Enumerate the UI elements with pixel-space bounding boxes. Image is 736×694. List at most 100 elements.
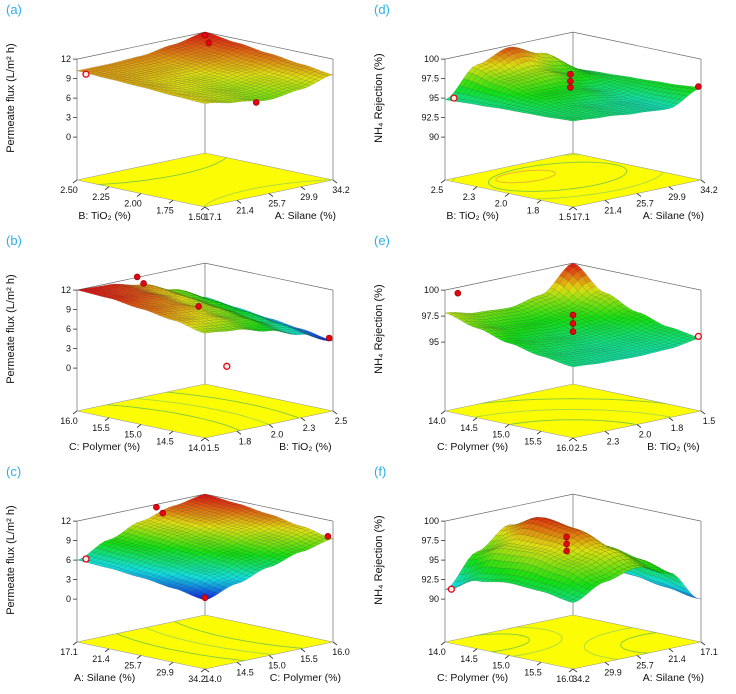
right-tick-label: 2.5 — [575, 443, 588, 453]
contour-line — [77, 153, 231, 186]
z-tick-label: 0 — [66, 132, 71, 142]
z-tick-label: 3 — [66, 113, 71, 123]
left-tick-label: 15.0 — [492, 661, 510, 671]
z-axis-title: NH₄ Rejection (%) — [373, 284, 385, 373]
left-tick-label: 2.25 — [92, 192, 110, 202]
left-tick-label: 2.5 — [431, 185, 444, 195]
z-tick-label: 97.5 — [421, 536, 439, 546]
left-tick-label: 14.0 — [188, 443, 206, 453]
right-tick-label: 2.5 — [335, 416, 348, 426]
design-point-open — [223, 362, 231, 370]
z-axis-title: Permeate flux (L/m² h) — [5, 274, 17, 383]
panel-a: (a) 0 3 6 9 12 2.50 2.25 2.00 1.75 1.50 17.1 21.4 25… — [0, 0, 368, 231]
left-tick-label: 16.0 — [556, 674, 574, 684]
right-tick-label: 2.0 — [639, 430, 652, 440]
surface-mesh — [76, 283, 334, 342]
right-axis-title: B: TiO₂ (%) — [279, 441, 332, 453]
z-tick-label: 100 — [424, 516, 439, 526]
design-point — [454, 289, 462, 297]
design-point — [569, 311, 577, 319]
design-point-open — [447, 585, 456, 593]
design-point — [563, 547, 570, 555]
right-axis-title: A: Silane (%) — [643, 210, 704, 222]
left-axis-title: C: Polymer (%) — [437, 441, 508, 453]
left-tick-label: 16.0 — [556, 443, 574, 453]
z-tick-label: 100 — [424, 54, 439, 64]
panel-label-e: (e) — [374, 233, 390, 248]
design-point-open — [694, 332, 703, 341]
z-tick-label: 95 — [429, 93, 439, 103]
design-point — [325, 334, 333, 342]
panel-c: (c) 0 3 6 9 12 17.1 21.4 25.7 29.9 34.2 14.0 14.5 15… — [0, 462, 368, 693]
z-tick-label: 95 — [429, 337, 439, 347]
design-point-open — [82, 70, 90, 78]
panel-d: (d) 90 92.5 95 97.5 100 2.5 2.3 2.0 1.8 1.5 17.1 21… — [368, 0, 736, 231]
contour-line — [162, 615, 333, 652]
surface-mesh — [444, 262, 702, 368]
left-tick-label: 17.1 — [60, 647, 78, 657]
design-point — [569, 328, 577, 335]
floor-contours — [89, 615, 333, 667]
right-tick-label: 21.4 — [236, 205, 254, 215]
z-axis-title: Permeate flux (L/m² h) — [5, 505, 17, 614]
left-tick-label: 34.2 — [188, 674, 206, 684]
panel-label-f: (f) — [374, 464, 387, 479]
left-tick-label: 15.0 — [124, 430, 142, 440]
design-point — [569, 320, 577, 327]
surface-plot-f: 90 92.5 95 97.5 100 14.0 14.5 15.0 15.5 16.034.2 2… — [373, 493, 718, 684]
z-axis-title: NH₄ Rejection (%) — [373, 515, 385, 604]
right-tick-label: 21.4 — [668, 654, 686, 664]
surface-plot-d: 90 92.5 95 97.5 100 2.5 2.3 2.0 1.8 1.5 17.1 21.4 25… — [373, 31, 718, 222]
left-tick-label: 1.8 — [527, 205, 540, 215]
left-axis-title: C: Polymer (%) — [69, 441, 140, 453]
right-tick-label: 34.2 — [332, 185, 350, 195]
surface-mesh — [444, 46, 702, 122]
left-tick-label: 1.5 — [559, 212, 572, 222]
right-tick-label: 25.7 — [636, 661, 654, 671]
design-points — [447, 533, 570, 593]
left-tick-label: 29.9 — [156, 667, 174, 677]
floor-contours — [445, 398, 701, 438]
left-tick-label: 15.0 — [492, 430, 510, 440]
design-point — [324, 533, 332, 540]
left-axis-title: B: TiO₂ (%) — [78, 210, 131, 222]
design-point — [201, 31, 209, 39]
contour-line — [472, 419, 674, 438]
left-tick-label: 14.5 — [460, 654, 478, 664]
surface-plot-c: 0 3 6 9 12 17.1 21.4 25.7 29.9 34.214.0 14.5 15.0 15… — [5, 493, 350, 684]
right-tick-label: 1.8 — [671, 423, 684, 433]
contour-line — [445, 398, 701, 438]
z-tick-label: 12 — [61, 54, 71, 64]
z-tick-label: 12 — [61, 516, 71, 526]
right-tick-label: 34.2 — [700, 185, 718, 195]
right-axis-title: C: Polymer (%) — [270, 672, 341, 684]
right-tick-label: 1.5 — [703, 416, 716, 426]
axis-labels: 0 3 6 9 12 16.0 15.5 15.0 14.5 14.0 1.5 1.8 2.0 2.3 2.… — [5, 274, 347, 453]
z-tick-label: 3 — [66, 575, 71, 585]
right-tick-label: 29.9 — [604, 667, 622, 677]
left-tick-label: 15.5 — [524, 667, 542, 677]
design-point — [201, 594, 209, 602]
left-tick-label: 15.5 — [524, 436, 542, 446]
design-point — [563, 540, 570, 548]
design-point — [567, 84, 574, 91]
left-tick-label: 2.00 — [124, 199, 142, 209]
design-point — [695, 83, 702, 90]
design-point — [252, 99, 260, 106]
right-tick-label: 14.5 — [236, 667, 254, 677]
surface-plot-e: 95 97.5 100 14.0 14.5 15.0 15.5 16.0 2.5 2.3 2.0 1.… — [373, 262, 716, 453]
right-tick-label: 17.1 — [204, 212, 222, 222]
z-tick-label: 0 — [66, 594, 71, 604]
z-tick-label: 0 — [66, 363, 71, 373]
contour-line — [200, 178, 333, 207]
design-point — [133, 273, 141, 281]
z-tick-label: 12 — [61, 285, 71, 295]
z-tick-label: 90 — [429, 132, 439, 142]
right-tick-label: 14.0 — [204, 674, 222, 684]
right-axis-title: B: TiO₂ (%) — [647, 441, 700, 453]
panel-label-b: (b) — [6, 233, 22, 248]
design-point-open — [82, 555, 90, 563]
left-tick-label: 14.5 — [156, 436, 174, 446]
left-tick-label: 14.0 — [428, 416, 446, 426]
panel-b: (b) 0 3 6 9 12 16.0 15.5 15.0 14.5 14.0 1.5 1.8 2.0 2… — [0, 231, 368, 462]
